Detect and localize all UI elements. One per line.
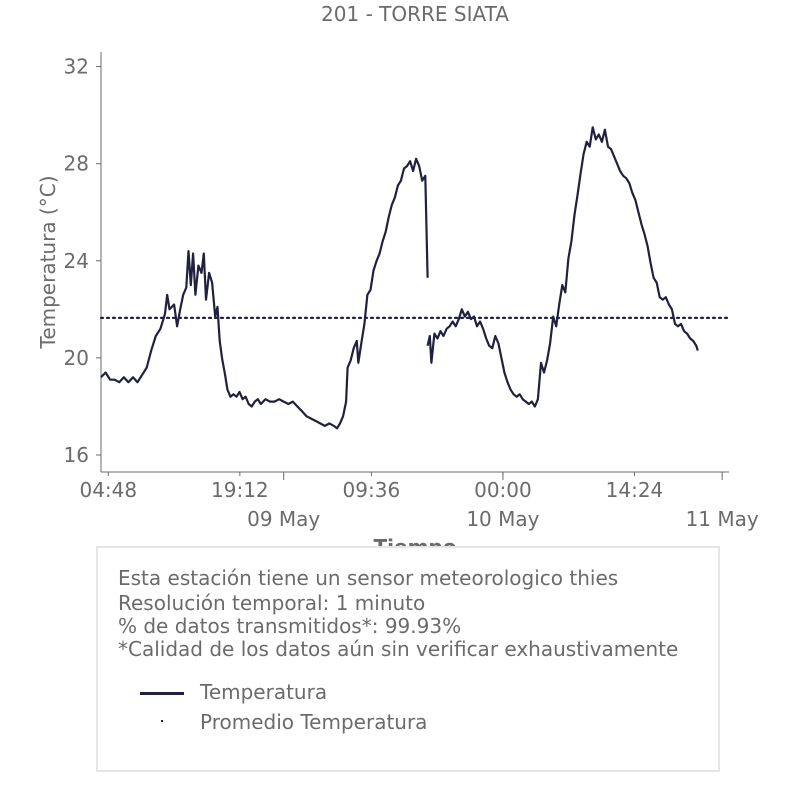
chart-title: 201 - TORRE SIATA: [321, 2, 509, 26]
plot-area: 16 20 24 28 32 04:48 19:12 09:36 00:00 14:24 09 Ma…: [64, 52, 759, 559]
legend-label-temperatura: Temperatura: [200, 680, 328, 704]
info-transmitted-line: % de datos transmitidos*: 99.93%: [118, 614, 462, 638]
x-date-label: 11 May: [686, 507, 759, 531]
x-tick-label: 04:48: [79, 478, 137, 502]
y-tick-label: 20: [64, 346, 89, 370]
x-date-label: 09 May: [247, 507, 320, 531]
legend-line-swatch: [140, 692, 184, 695]
legend-label-promedio: Promedio Temperatura: [200, 710, 428, 734]
y-tick-label: 16: [64, 443, 89, 467]
x-tick-label: 00:00: [474, 478, 532, 502]
y-tick-label: 24: [64, 249, 89, 273]
y-tick-label: 32: [64, 55, 89, 79]
x-date-label: 10 May: [466, 507, 539, 531]
info-quality-line: *Calidad de los datos aún sin verificar …: [118, 637, 679, 661]
temperature-line: [100, 157, 429, 430]
temperature-line: [426, 126, 699, 408]
info-sensor-line: Esta estación tiene un sensor meteorolog…: [118, 566, 619, 590]
x-tick-label: 09:36: [343, 478, 401, 502]
info-box: Esta estación tiene un sensor meteorolog…: [96, 546, 720, 772]
info-resolution-line: Resolución temporal: 1 minuto: [118, 591, 426, 615]
legend-dot-swatch: [161, 720, 163, 722]
x-tick-label: 19:12: [211, 478, 269, 502]
y-tick-label: 28: [64, 152, 89, 176]
x-tick-label: 14:24: [606, 478, 664, 502]
y-axis-label: Temperatura (°C): [36, 175, 60, 349]
